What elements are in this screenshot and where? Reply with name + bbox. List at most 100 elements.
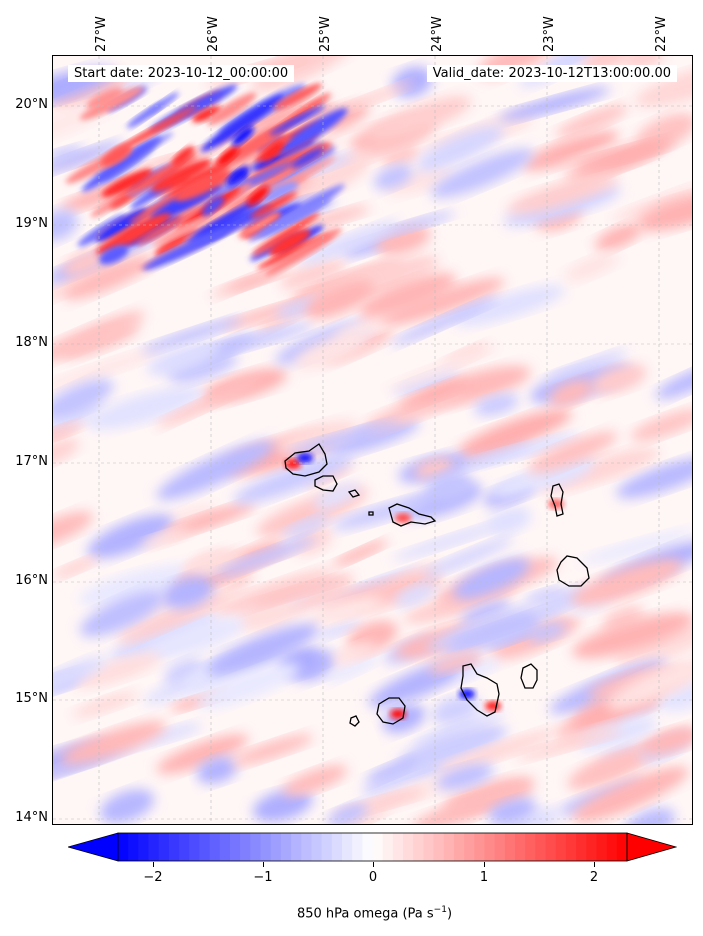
omega-blob bbox=[428, 651, 483, 674]
omega-blob bbox=[453, 558, 530, 600]
omega-blob bbox=[579, 529, 692, 564]
omega-blob bbox=[634, 62, 692, 108]
omega-blob bbox=[161, 575, 214, 609]
colorbar-band bbox=[270, 833, 282, 861]
omega-blob bbox=[95, 213, 172, 255]
omega-blob bbox=[79, 565, 195, 607]
omega-blob bbox=[426, 471, 473, 503]
island-raso bbox=[368, 511, 374, 516]
omega-blob bbox=[316, 618, 362, 640]
omega-blob bbox=[156, 376, 265, 428]
colorbar-band bbox=[443, 833, 455, 861]
omega-blob bbox=[53, 209, 78, 242]
colorbar-band bbox=[504, 833, 516, 861]
omega-field-map bbox=[53, 56, 692, 824]
lon-label-23w: 23°W bbox=[542, 16, 557, 52]
island-boa-vista bbox=[556, 555, 590, 587]
omega-blob bbox=[72, 691, 139, 718]
colorbar-tick-neg2: −2 bbox=[143, 870, 163, 885]
omega-blob bbox=[261, 181, 299, 203]
lat-label-20n: 20°N bbox=[15, 97, 48, 112]
omega-blob bbox=[330, 806, 393, 824]
colorbar-band bbox=[219, 833, 231, 861]
lon-label-24w: 24°W bbox=[430, 16, 445, 52]
omega-blob bbox=[390, 709, 406, 719]
omega-blob bbox=[305, 280, 374, 319]
omega-blob bbox=[412, 709, 505, 746]
omega-blob bbox=[332, 641, 376, 665]
omega-blob bbox=[567, 745, 654, 790]
omega-blob bbox=[246, 186, 270, 206]
omega-blob bbox=[269, 105, 326, 136]
colorbar-band bbox=[606, 833, 618, 861]
omega-blob bbox=[101, 168, 153, 197]
omega-blob bbox=[459, 689, 475, 699]
colorbar-band bbox=[525, 833, 536, 861]
colorbar-band bbox=[148, 833, 160, 861]
omega-blob bbox=[53, 511, 94, 551]
omega-blob bbox=[156, 440, 275, 500]
omega-blob bbox=[53, 556, 98, 579]
coastlines bbox=[284, 443, 590, 727]
omega-blob bbox=[392, 521, 509, 561]
omega-blob bbox=[655, 363, 692, 400]
omega-blob bbox=[201, 196, 225, 216]
omega-blob bbox=[213, 536, 316, 578]
omega-blob bbox=[378, 211, 455, 237]
island-sao-vicente bbox=[314, 475, 338, 492]
omega-blob bbox=[164, 502, 256, 537]
colorbar-bands bbox=[118, 833, 628, 861]
omega-blob bbox=[430, 148, 534, 198]
colorbar-band bbox=[341, 833, 353, 861]
omega-blob bbox=[151, 159, 212, 192]
omega-blob bbox=[195, 663, 300, 709]
colorbar-tick-neg1: −1 bbox=[253, 870, 273, 885]
omega-blob bbox=[171, 146, 195, 166]
omega-blob bbox=[268, 229, 311, 257]
omega-blob bbox=[131, 723, 202, 748]
colorbar-label: 850 hPa omega (Pa s−1) bbox=[296, 905, 453, 922]
omega-blob bbox=[151, 213, 218, 246]
lon-label-26w: 26°W bbox=[206, 16, 221, 52]
omega-blob bbox=[125, 153, 198, 196]
omega-blob bbox=[358, 273, 457, 318]
omega-blob bbox=[361, 760, 452, 797]
omega-blob bbox=[285, 459, 301, 469]
omega-blob bbox=[327, 802, 368, 824]
omega-blob bbox=[327, 81, 415, 117]
colorbar-extend-high bbox=[626, 832, 677, 862]
omega-blob bbox=[61, 248, 110, 277]
omega-blob bbox=[549, 379, 594, 407]
colorbar-band bbox=[301, 833, 312, 861]
omega-blob bbox=[53, 401, 105, 434]
lon-label-25w: 25°W bbox=[318, 16, 333, 52]
omega-blob bbox=[548, 499, 564, 509]
omega-blob bbox=[147, 92, 179, 115]
colorbar-band bbox=[362, 833, 373, 861]
omega-blob bbox=[536, 453, 594, 487]
colorbar-tickmark-neg1 bbox=[263, 862, 264, 867]
island-brava bbox=[349, 715, 360, 727]
omega-blob bbox=[200, 94, 284, 152]
omega-blob bbox=[169, 352, 238, 383]
omega-blob bbox=[450, 605, 562, 647]
colorbar bbox=[68, 832, 677, 862]
lat-label-18n: 18°N bbox=[15, 335, 48, 350]
omega-blob bbox=[332, 540, 388, 567]
omega-field-layer bbox=[53, 56, 692, 824]
omega-blob bbox=[291, 147, 324, 168]
omega-blob bbox=[373, 164, 414, 190]
colorbar-band bbox=[555, 833, 567, 861]
colorbar-tick-0: 0 bbox=[368, 870, 378, 885]
colorbar-tick-1: 1 bbox=[479, 870, 489, 885]
omega-blob bbox=[291, 580, 355, 612]
valid-date-label: Valid_date: 2023-10-12T13:00:00.00 bbox=[426, 65, 677, 82]
omega-blob bbox=[572, 612, 692, 659]
omega-blob bbox=[606, 656, 692, 711]
colorbar-band bbox=[382, 833, 394, 861]
omega-blob bbox=[282, 515, 330, 539]
omega-blob bbox=[174, 169, 231, 202]
omega-blob bbox=[324, 654, 381, 683]
map-panel: Start date: 2023-10-12_00:00:00 Valid_da… bbox=[52, 55, 693, 825]
omega-blob bbox=[611, 184, 692, 223]
